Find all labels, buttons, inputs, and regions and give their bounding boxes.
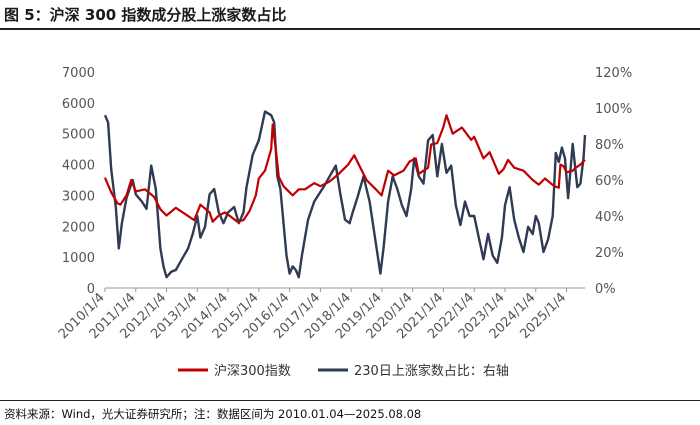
right-tick-label: 40% bbox=[595, 210, 624, 225]
left-tick-label: 1000 bbox=[62, 251, 95, 266]
right-tick-label: 20% bbox=[595, 246, 624, 261]
series-layer bbox=[103, 110, 587, 279]
right-tick-label: 120% bbox=[595, 66, 632, 81]
left-tick-label: 4000 bbox=[62, 159, 95, 174]
left-axis-ticks: 0 1000 2000 3000 4000 5000 6000 7000 bbox=[62, 66, 95, 297]
legend-label-ratio: 230日上涨家数占比：右轴 bbox=[354, 363, 509, 379]
line-chart: 0 1000 2000 3000 4000 5000 6000 7000 0% 20% 40% 60… bbox=[56, 66, 632, 379]
right-tick-label: 60% bbox=[595, 174, 624, 189]
right-tick-label: 100% bbox=[595, 102, 632, 117]
source-note: 资料来源：Wind，光大证券研究所；注：数据区间为 2010.01.04—202… bbox=[4, 407, 422, 421]
right-tick-label: 80% bbox=[595, 138, 624, 153]
left-tick-label: 7000 bbox=[62, 66, 95, 81]
left-tick-label: 6000 bbox=[62, 97, 95, 112]
series-line-index bbox=[103, 114, 586, 223]
source-rule bbox=[0, 400, 700, 401]
left-tick-label: 5000 bbox=[62, 128, 95, 143]
left-tick-label: 0 bbox=[87, 282, 95, 297]
legend: 沪深300指数 230日上涨家数占比：右轴 bbox=[178, 363, 509, 379]
legend-label-index: 沪深300指数 bbox=[214, 363, 291, 379]
figure-title: 图 5：沪深 300 指数成分股上涨家数占比 bbox=[4, 6, 287, 24]
x-axis-ticks: 2010/1/42011/1/42012/1/42013/1/42014/1/4… bbox=[56, 288, 569, 342]
right-tick-label: 0% bbox=[595, 282, 616, 297]
series-line-ratio bbox=[103, 110, 587, 279]
title-rule bbox=[0, 28, 700, 30]
left-tick-label: 3000 bbox=[62, 189, 95, 204]
right-axis-ticks: 0% 20% 40% 60% 80% 100% 120% bbox=[595, 66, 632, 297]
left-tick-label: 2000 bbox=[62, 220, 95, 235]
